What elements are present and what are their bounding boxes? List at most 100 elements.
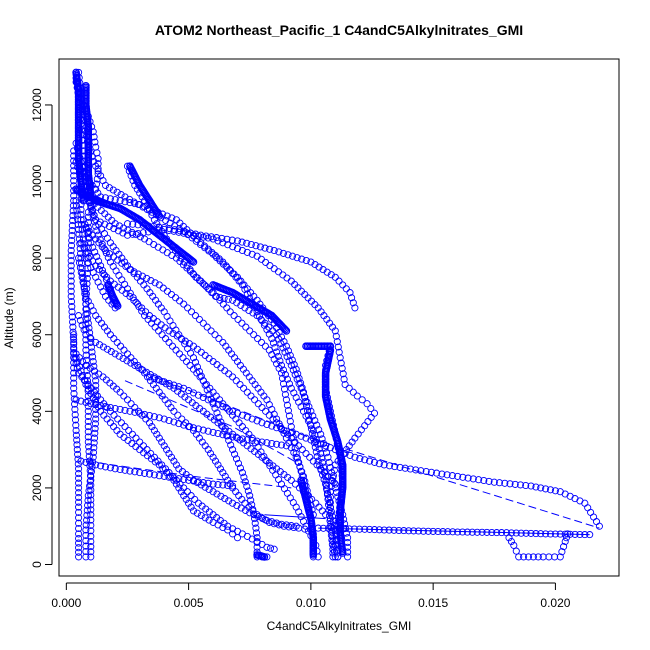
- data-point: [219, 431, 227, 439]
- data-point: [103, 345, 111, 353]
- data-point: [252, 529, 261, 537]
- data-point: [268, 335, 276, 343]
- series-line-2: [124, 380, 302, 466]
- x-tick-label-1: 0.005: [174, 596, 204, 610]
- data-point: [82, 531, 90, 539]
- data-point: [75, 548, 83, 556]
- data-point: [155, 461, 163, 469]
- data-point: [89, 357, 97, 366]
- data-point: [82, 315, 90, 323]
- data-point: [87, 527, 95, 535]
- data-point: [512, 529, 520, 537]
- data-point: [82, 521, 90, 529]
- data-point: [207, 233, 215, 241]
- data-point: [288, 356, 296, 364]
- data-point: [270, 246, 278, 255]
- series-15: [82, 223, 317, 519]
- data-point: [172, 480, 180, 488]
- data-point: [203, 323, 211, 331]
- series-line-3: [85, 460, 292, 489]
- data-point: [84, 438, 92, 446]
- data-point: [292, 522, 300, 530]
- data-point: [230, 312, 238, 320]
- data-point: [254, 400, 262, 408]
- data-point: [123, 231, 132, 239]
- data-point: [233, 409, 242, 417]
- data-point: [414, 527, 423, 535]
- data-point: [88, 348, 96, 356]
- data-point: [87, 496, 95, 504]
- x-tick-label-0: 0.000: [51, 596, 81, 610]
- data-point: [522, 529, 530, 537]
- data-point: [138, 304, 146, 312]
- data-point: [339, 281, 347, 289]
- data-point: [277, 339, 285, 348]
- data-point: [127, 359, 135, 367]
- data-point: [478, 528, 486, 536]
- data-point: [344, 534, 352, 542]
- data-point: [170, 407, 178, 415]
- data-point: [322, 442, 330, 450]
- data-point: [560, 543, 568, 551]
- data-point: [209, 453, 217, 461]
- data-point: [131, 361, 139, 369]
- data-point: [184, 304, 192, 312]
- data-point: [135, 364, 143, 372]
- data-point: [87, 521, 95, 529]
- data-point: [250, 511, 258, 519]
- data-point: [322, 482, 331, 490]
- data-point: [75, 230, 83, 238]
- data-point: [75, 514, 83, 522]
- data-point: [328, 536, 336, 544]
- data-point: [166, 472, 174, 480]
- data-point: [139, 442, 147, 450]
- data-point: [291, 371, 299, 379]
- data-point: [564, 530, 572, 538]
- data-point: [69, 212, 77, 220]
- data-point: [342, 285, 350, 293]
- data-point: [92, 396, 100, 404]
- data-point: [84, 254, 92, 262]
- data-point: [139, 366, 147, 374]
- data-point: [282, 327, 291, 335]
- data-point: [71, 400, 79, 408]
- data-point: [169, 472, 177, 480]
- data-point: [155, 434, 163, 442]
- data-point: [434, 527, 442, 536]
- data-point: [87, 537, 95, 546]
- data-point: [68, 303, 76, 311]
- data-point: [141, 410, 149, 418]
- data-point: [109, 186, 117, 194]
- data-point: [188, 257, 197, 265]
- data-point: [75, 493, 83, 502]
- data-point: [148, 423, 156, 431]
- data-point: [473, 528, 481, 536]
- data-point: [67, 252, 75, 260]
- data-point: [103, 273, 111, 281]
- data-point: [233, 534, 242, 542]
- data-point: [306, 453, 314, 461]
- data-point: [293, 254, 301, 262]
- data-point: [315, 426, 323, 434]
- data-point: [263, 439, 271, 447]
- data-point: [175, 484, 183, 492]
- data-point: [79, 372, 87, 380]
- data-point: [225, 497, 233, 505]
- data-point: [468, 528, 476, 536]
- data-point: [84, 264, 92, 272]
- data-point: [84, 249, 92, 257]
- data-point: [158, 438, 166, 446]
- data-point: [498, 529, 506, 537]
- data-point: [92, 401, 100, 409]
- data-point: [74, 358, 82, 366]
- data-point: [76, 316, 84, 324]
- data-point: [104, 200, 112, 209]
- data-point: [187, 308, 196, 316]
- data-point: [204, 234, 212, 242]
- data-point: [366, 457, 374, 465]
- data-point: [214, 237, 222, 245]
- data-point: [176, 480, 184, 488]
- data-point: [180, 492, 188, 500]
- data-point: [82, 300, 90, 308]
- data-point: [89, 243, 97, 251]
